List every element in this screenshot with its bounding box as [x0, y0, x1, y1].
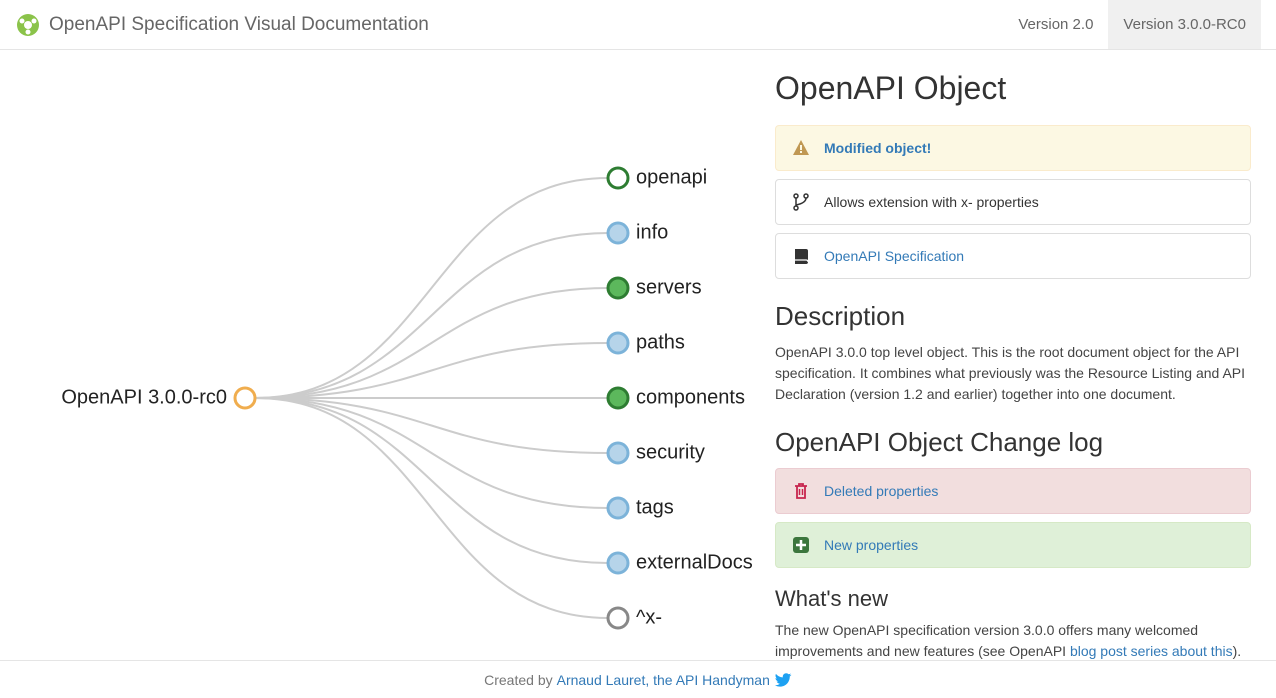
tree-child-label[interactable]: externalDocs: [636, 552, 753, 575]
brand[interactable]: OpenAPI Specification Visual Documentati…: [15, 12, 429, 38]
extension-text: Allows extension with x- properties: [824, 194, 1039, 210]
new-panel[interactable]: New properties: [775, 522, 1251, 568]
spec-link-text: OpenAPI Specification: [824, 248, 964, 264]
tree-child-node[interactable]: [608, 388, 628, 408]
warning-icon: [792, 139, 810, 157]
whatsnew-body: The new OpenAPI specification version 3.…: [775, 620, 1251, 660]
tree-child-node[interactable]: [608, 333, 628, 353]
alert-modified-text: Modified object!: [824, 140, 931, 156]
footer-prefix: Created by: [484, 672, 552, 688]
trash-icon: [792, 482, 810, 500]
tree-child-label[interactable]: ^x-: [636, 607, 662, 630]
tree-child-label[interactable]: openapi: [636, 167, 707, 190]
footer-author-link[interactable]: Arnaud Lauret, the API Handyman: [557, 672, 770, 688]
tree-child-node[interactable]: [608, 168, 628, 188]
main: OpenAPI 3.0.0-rc0 openapi info servers paths…: [0, 50, 1276, 660]
tab-version-2[interactable]: Version 2.0: [1003, 0, 1108, 49]
tab-label: Version 2.0: [1018, 16, 1093, 33]
branch-icon: [792, 193, 810, 211]
brand-title: OpenAPI Specification Visual Documentati…: [49, 14, 429, 36]
tree-root-label[interactable]: OpenAPI 3.0.0-rc0: [61, 387, 227, 410]
navbar: OpenAPI Specification Visual Documentati…: [0, 0, 1276, 50]
tree-child-label[interactable]: info: [636, 222, 668, 245]
spec-link-panel[interactable]: OpenAPI Specification: [775, 233, 1251, 279]
tree-child-label[interactable]: tags: [636, 497, 674, 520]
object-title: OpenAPI Object: [775, 70, 1251, 107]
alert-modified[interactable]: Modified object!: [775, 125, 1251, 171]
extension-panel: Allows extension with x- properties: [775, 179, 1251, 225]
changelog-heading: OpenAPI Object Change log: [775, 427, 1251, 458]
whatsnew-heading: What's new: [775, 586, 1251, 612]
tab-label: Version 3.0.0-RC0: [1123, 16, 1246, 33]
tree-root-node[interactable]: [235, 388, 255, 408]
deleted-text: Deleted properties: [824, 483, 938, 499]
new-text: New properties: [824, 537, 918, 553]
tree-child-node[interactable]: [608, 498, 628, 518]
tree-panel: OpenAPI 3.0.0-rc0 openapi info servers paths…: [0, 50, 750, 660]
tree-child-node[interactable]: [608, 553, 628, 573]
deleted-panel[interactable]: Deleted properties: [775, 468, 1251, 514]
description-body: OpenAPI 3.0.0 top level object. This is …: [775, 342, 1251, 405]
twitter-icon[interactable]: [774, 671, 792, 689]
tree-child-node[interactable]: [608, 608, 628, 628]
tree-child-label[interactable]: paths: [636, 332, 685, 355]
tree-child-node[interactable]: [608, 223, 628, 243]
tree-child-label[interactable]: servers: [636, 277, 702, 300]
tree-child-node[interactable]: [608, 443, 628, 463]
doc-panel: OpenAPI Object Modified object! Allows e…: [750, 50, 1276, 660]
tree-child-node[interactable]: [608, 278, 628, 298]
version-tabs: Version 2.0 Version 3.0.0-RC0: [1003, 0, 1261, 49]
footer: Created by Arnaud Lauret, the API Handym…: [0, 660, 1276, 698]
logo-icon: [15, 12, 41, 38]
tab-version-3[interactable]: Version 3.0.0-RC0: [1108, 0, 1261, 49]
plus-icon: [792, 536, 810, 554]
whatsnew-link[interactable]: blog post series about this: [1070, 643, 1233, 659]
tree-child-label[interactable]: security: [636, 442, 705, 465]
tree-child-label[interactable]: components: [636, 387, 745, 410]
description-heading: Description: [775, 301, 1251, 332]
book-icon: [792, 247, 810, 265]
